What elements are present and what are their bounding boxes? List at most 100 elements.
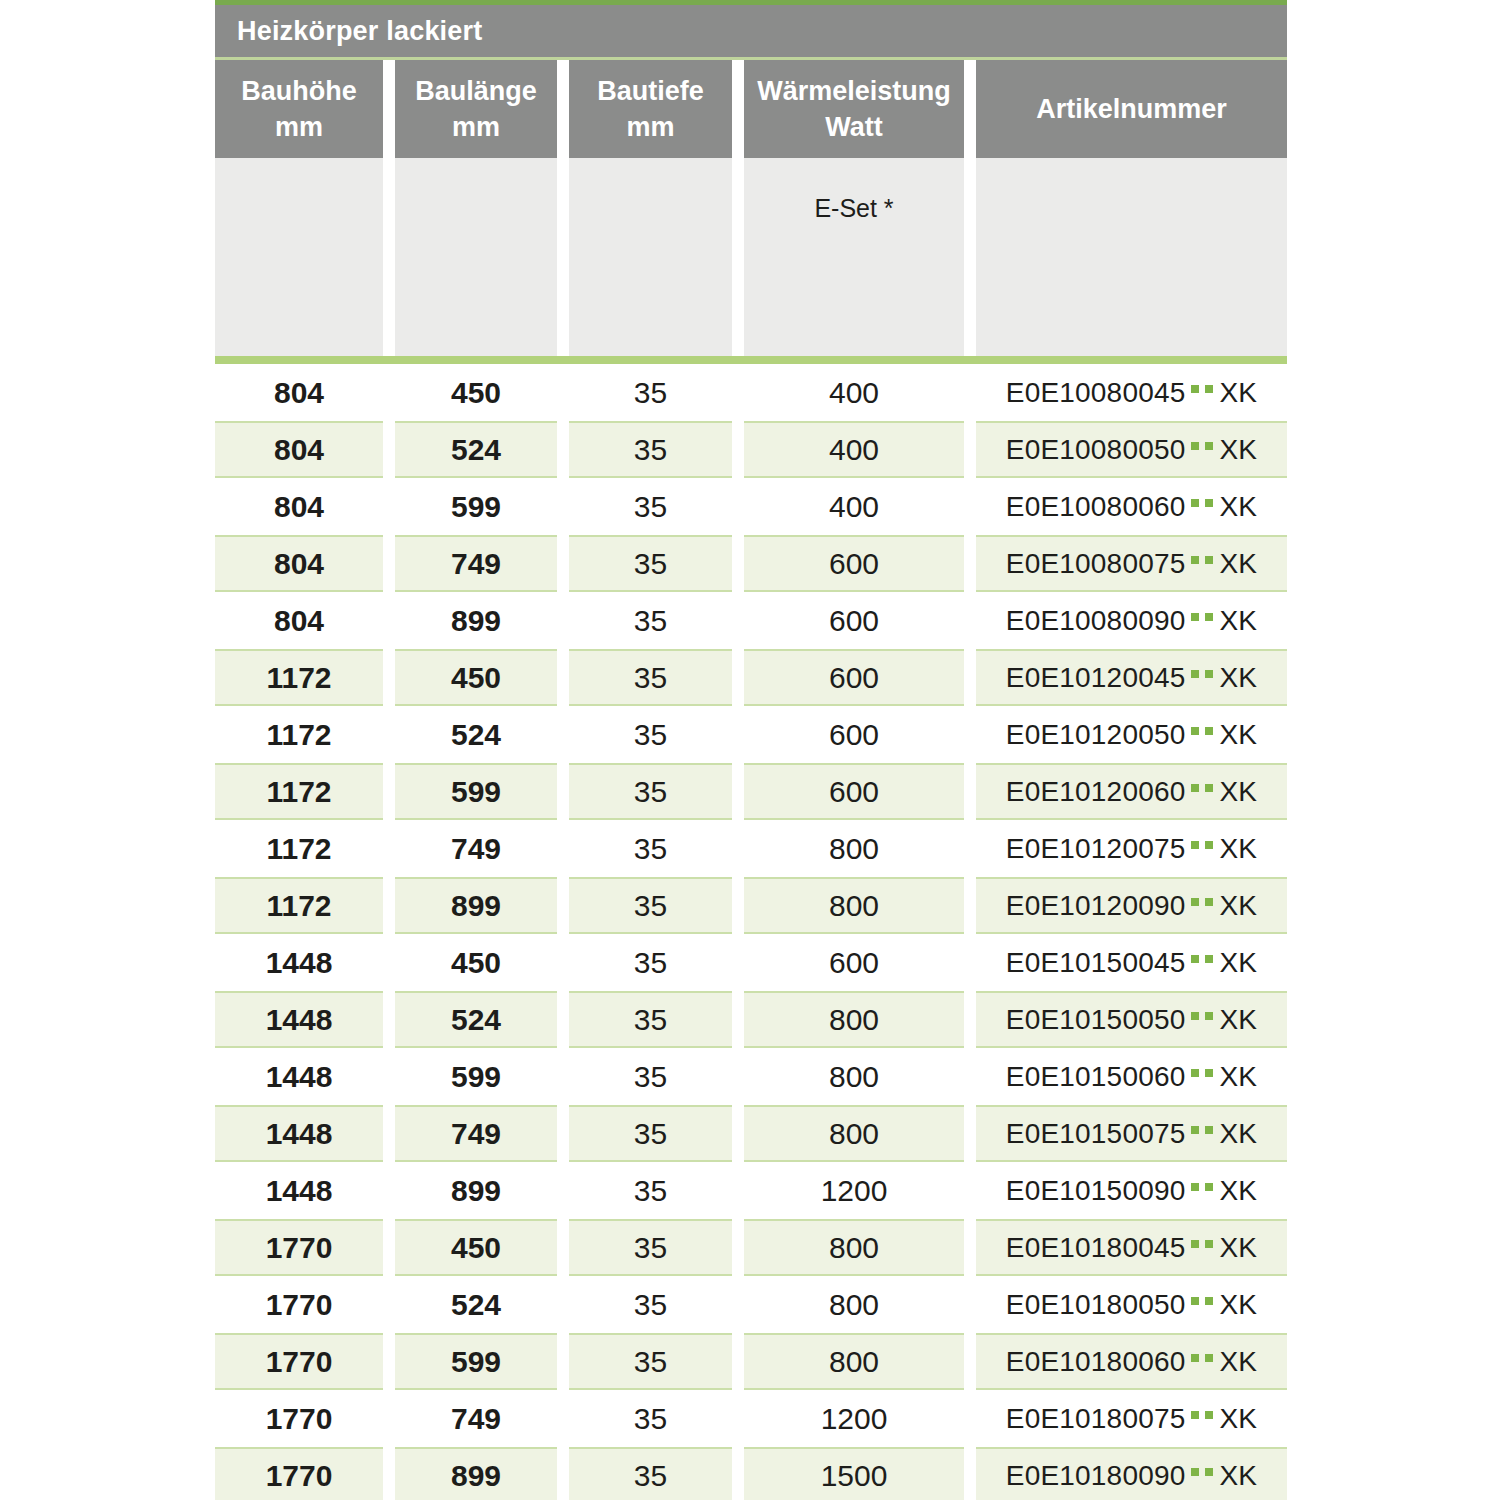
cell-artikelnummer: E0E10080050 XK — [976, 421, 1287, 478]
table-row: 1770 599 35 800 E0E10180060 XK — [215, 1333, 1287, 1390]
cell-watt: 600 — [744, 592, 964, 649]
column-header-unit: mm — [275, 109, 323, 145]
artikel-suffix: XK — [1219, 719, 1257, 751]
cell-bauhoehe: 804 — [215, 592, 383, 649]
artikel-code: E0E10120075 — [1006, 833, 1186, 865]
artikel-suffix: XK — [1219, 947, 1257, 979]
artikel-code: E0E10080050 — [1006, 434, 1186, 466]
cell-artikelnummer: E0E10120090 XK — [976, 877, 1287, 934]
artikel-code: E0E10150090 — [1006, 1175, 1186, 1207]
cell-bauhoehe: 1770 — [215, 1219, 383, 1276]
subcell-artikelnummer — [976, 158, 1287, 356]
artikel-code: E0E10180075 — [1006, 1403, 1186, 1435]
column-header-row: Bauhöhe mm Baulänge mm Bautiefe mm Wärme… — [215, 60, 1287, 158]
artikel-code: E0E10080075 — [1006, 548, 1186, 580]
artikel-code: E0E10150050 — [1006, 1004, 1186, 1036]
cell-bautiefe: 35 — [569, 1105, 732, 1162]
cell-artikelnummer: E0E10150090 XK — [976, 1162, 1287, 1219]
green-dot-icon — [1191, 1297, 1199, 1305]
artikel-suffix: XK — [1219, 491, 1257, 523]
cell-artikelnummer: E0E10120075 XK — [976, 820, 1287, 877]
artikel-suffix: XK — [1219, 1118, 1257, 1150]
cell-bautiefe: 35 — [569, 364, 732, 421]
artikel-suffix: XK — [1219, 605, 1257, 637]
cell-baulaenge: 450 — [395, 364, 557, 421]
green-dot-icon — [1205, 670, 1213, 678]
table-row: 1770 524 35 800 E0E10180050 XK — [215, 1276, 1287, 1333]
green-dot-icon — [1205, 841, 1213, 849]
green-dot-icon — [1205, 442, 1213, 450]
green-dot-icon — [1205, 1012, 1213, 1020]
cell-artikelnummer: E0E10180075 XK — [976, 1390, 1287, 1447]
artikel-suffix: XK — [1219, 1460, 1257, 1492]
green-dot-icon — [1191, 385, 1199, 393]
artikelnummer: E0E10150075 XK — [1006, 1118, 1257, 1150]
artikel-code: E0E10080060 — [1006, 491, 1186, 523]
column-header-baulaenge: Baulänge mm — [395, 60, 557, 158]
artikel-suffix: XK — [1219, 377, 1257, 409]
cell-watt: 600 — [744, 706, 964, 763]
cell-bauhoehe: 1172 — [215, 820, 383, 877]
cell-artikelnummer: E0E10180050 XK — [976, 1276, 1287, 1333]
cell-baulaenge: 450 — [395, 649, 557, 706]
cell-watt: 1200 — [744, 1162, 964, 1219]
cell-bautiefe: 35 — [569, 1333, 732, 1390]
green-dot-icon — [1205, 1183, 1213, 1191]
cell-bautiefe: 35 — [569, 1219, 732, 1276]
artikel-suffix: XK — [1219, 548, 1257, 580]
artikel-code: E0E10150075 — [1006, 1118, 1186, 1150]
green-dot-icon — [1191, 613, 1199, 621]
green-dot-icon — [1191, 1468, 1199, 1476]
artikel-code: E0E10080090 — [1006, 605, 1186, 637]
cell-bautiefe: 35 — [569, 991, 732, 1048]
column-header-label: Wärmeleistung — [757, 73, 951, 109]
table-title-bar: Heizkörper lackiert — [215, 5, 1287, 57]
subcell-eset: E-Set * — [744, 158, 964, 356]
table-row: 1448 749 35 800 E0E10150075 XK — [215, 1105, 1287, 1162]
cell-bautiefe: 35 — [569, 1390, 732, 1447]
column-header-label: Bauhöhe — [241, 73, 357, 109]
cell-bautiefe: 35 — [569, 1162, 732, 1219]
table-row: 804 450 35 400 E0E10080045 XK — [215, 364, 1287, 421]
cell-bauhoehe: 1770 — [215, 1333, 383, 1390]
cell-bautiefe: 35 — [569, 1447, 732, 1500]
artikel-code: E0E10150045 — [1006, 947, 1186, 979]
cell-bauhoehe: 1448 — [215, 991, 383, 1048]
header-separator-bar — [215, 356, 1287, 364]
cell-baulaenge: 599 — [395, 1048, 557, 1105]
cell-baulaenge: 899 — [395, 1162, 557, 1219]
cell-baulaenge: 899 — [395, 592, 557, 649]
table-row: 804 524 35 400 E0E10080050 XK — [215, 421, 1287, 478]
green-dot-icon — [1191, 727, 1199, 735]
artikelnummer: E0E10150060 XK — [1006, 1061, 1257, 1093]
green-dot-icon — [1205, 1126, 1213, 1134]
artikelnummer: E0E10120075 XK — [1006, 833, 1257, 865]
artikelnummer: E0E10120060 XK — [1006, 776, 1257, 808]
page: Heizkörper lackiert Bauhöhe mm Baulänge … — [0, 0, 1500, 1500]
cell-watt: 800 — [744, 1219, 964, 1276]
cell-artikelnummer: E0E10080075 XK — [976, 535, 1287, 592]
table-row: 1172 599 35 600 E0E10120060 XK — [215, 763, 1287, 820]
table-row: 1448 450 35 600 E0E10150045 XK — [215, 934, 1287, 991]
column-header-label: Artikelnummer — [1036, 91, 1227, 127]
artikelnummer: E0E10080060 XK — [1006, 491, 1257, 523]
column-header-artikelnummer: Artikelnummer — [976, 60, 1287, 158]
cell-artikelnummer: E0E10120050 XK — [976, 706, 1287, 763]
green-dot-icon — [1205, 1354, 1213, 1362]
column-header-bauhoehe: Bauhöhe mm — [215, 60, 383, 158]
green-dot-icon — [1205, 613, 1213, 621]
cell-artikelnummer: E0E10180060 XK — [976, 1333, 1287, 1390]
cell-bauhoehe: 1172 — [215, 649, 383, 706]
artikelnummer: E0E10080075 XK — [1006, 548, 1257, 580]
cell-baulaenge: 450 — [395, 934, 557, 991]
radiator-spec-table: Heizkörper lackiert Bauhöhe mm Baulänge … — [215, 0, 1287, 1500]
artikel-code: E0E10120060 — [1006, 776, 1186, 808]
green-dot-icon — [1191, 1411, 1199, 1419]
artikel-code: E0E10150060 — [1006, 1061, 1186, 1093]
cell-baulaenge: 749 — [395, 535, 557, 592]
artikelnummer: E0E10080090 XK — [1006, 605, 1257, 637]
table-row: 1448 899 35 1200 E0E10150090 XK — [215, 1162, 1287, 1219]
green-dot-icon — [1205, 385, 1213, 393]
artikel-code: E0E10180045 — [1006, 1232, 1186, 1264]
cell-baulaenge: 524 — [395, 1276, 557, 1333]
